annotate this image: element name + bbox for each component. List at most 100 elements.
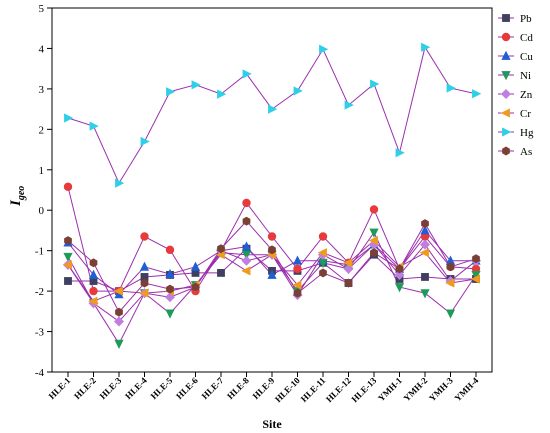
data-point-cr: [419, 248, 429, 258]
x-tick-label: HLE-10: [273, 375, 302, 404]
data-point-cr: [343, 258, 353, 268]
data-point-ni: [420, 289, 430, 299]
data-point-hg: [344, 100, 354, 110]
legend-item-pb: Pb: [498, 13, 532, 25]
x-tick-label: HLE-12: [324, 375, 353, 404]
data-point-as: [293, 288, 302, 298]
x-tick-label: HLE-4: [123, 375, 149, 401]
data-point-cu: [88, 269, 99, 279]
data-point-as: [64, 236, 72, 246]
legend-label: Cd: [520, 32, 533, 44]
legend-item-cd: Cd: [498, 32, 533, 44]
data-point-zn: [419, 239, 431, 250]
x-axis-title: Site: [262, 417, 282, 431]
data-point-cu: [420, 225, 430, 235]
x-tick-label: YMH-1: [376, 375, 404, 403]
data-point-as: [319, 268, 327, 278]
data-point-cr: [368, 235, 378, 246]
x-tick-label: HLE-13: [349, 375, 378, 404]
data-point-as: [421, 219, 429, 229]
data-point-cu: [165, 268, 175, 279]
y-tick-label: 3: [39, 84, 45, 96]
data-point-pb: [217, 269, 225, 277]
y-axis: -4 -3 -2 -1 0 1 2 3 4 5: [35, 3, 52, 379]
data-point-hg: [370, 79, 380, 89]
y-tick-label: 4: [39, 43, 45, 55]
data-point-cr: [241, 266, 251, 276]
data-point-ni: [241, 250, 252, 260]
y-tick-label: 0: [39, 205, 45, 217]
data-point-cu: [292, 255, 303, 265]
legend-item-zn: Zn: [498, 88, 533, 101]
data-point-cr: [62, 260, 72, 270]
legend-marker-pb: [502, 14, 510, 22]
series-line-hg: [67, 45, 477, 185]
data-point-cr: [292, 280, 302, 290]
data-point-hg: [217, 89, 227, 99]
series-markers: [62, 42, 482, 349]
series-lines: [67, 45, 477, 345]
x-tick-label: HLE-11: [299, 375, 328, 404]
legend-label: Pb: [520, 13, 532, 25]
x-tick-label: HLE-6: [174, 375, 200, 401]
data-point-cd: [165, 245, 175, 255]
data-point-pb: [64, 277, 72, 285]
x-axis: HLE-1 HLE-2 HLE-3 HLE-4 HLE-5 HLE-6 HLE-7 HLE-8…: [47, 372, 481, 404]
data-point-zn: [241, 255, 252, 266]
data-point-cd: [63, 182, 73, 191]
data-point-hg: [140, 136, 150, 147]
y-tick-label: -4: [35, 367, 45, 379]
data-point-hg: [89, 121, 99, 131]
data-point-cu: [190, 261, 201, 271]
x-tick-label: HLE-1: [47, 375, 73, 401]
data-point-cd: [89, 286, 98, 296]
data-point-ni: [165, 309, 175, 319]
legend: Pb Cd Cu Ni Zn Cr Hg As: [498, 13, 534, 158]
data-point-hg: [268, 104, 278, 114]
legend-marker-cd: [501, 32, 511, 42]
x-tick-label: HLE-7: [200, 375, 226, 401]
data-point-as: [191, 282, 200, 292]
x-tick-label: HLE-3: [98, 375, 124, 401]
data-point-cd: [140, 232, 149, 241]
data-point-as: [472, 254, 480, 264]
legend-label: Cu: [520, 51, 533, 63]
legend-label: As: [520, 146, 532, 158]
data-point-as: [242, 216, 251, 226]
plot-frame: [51, 7, 493, 373]
data-point-zn: [394, 269, 405, 280]
data-point-hg: [446, 83, 456, 93]
y-tick-label: -2: [35, 286, 44, 298]
data-point-ni: [63, 252, 73, 263]
legend-marker-hg: [502, 127, 512, 137]
legend-marker-cu: [501, 50, 511, 60]
legend-marker-ni: [501, 71, 511, 81]
data-point-cd: [293, 264, 302, 274]
data-point-cd: [242, 198, 251, 208]
data-point-cd: [318, 232, 328, 241]
data-point-as: [217, 244, 225, 254]
y-tick-label: 5: [39, 3, 45, 15]
legend-label: Ni: [520, 70, 531, 82]
data-point-cu: [139, 261, 150, 271]
x-tick-label: HLE-5: [149, 375, 175, 401]
data-point-ni: [369, 228, 379, 238]
data-point-hg: [115, 178, 125, 188]
legend-item-cr: Cr: [498, 108, 531, 120]
data-point-as: [395, 264, 404, 274]
y-axis-title-main: I: [8, 199, 24, 207]
data-point-as: [166, 284, 174, 294]
data-point-hg: [421, 42, 431, 52]
data-point-as: [140, 278, 149, 288]
x-tick-label: YMH-2: [401, 375, 429, 403]
y-tick-label: 1: [39, 165, 45, 177]
data-point-as: [370, 248, 378, 258]
y-axis-title-sub: geo: [16, 186, 27, 201]
data-point-hg: [64, 113, 74, 123]
x-tick-label: YMH-4: [452, 375, 480, 403]
data-point-hg: [166, 87, 176, 97]
data-point-as: [344, 278, 353, 288]
data-point-cr: [139, 288, 149, 298]
legend-marker-zn: [500, 88, 512, 100]
